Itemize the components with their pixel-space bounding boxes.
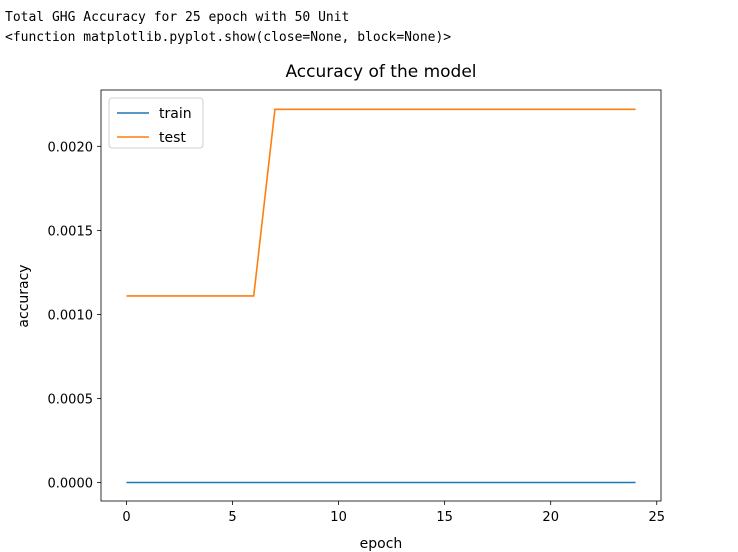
y-tick-label: 0.0020 xyxy=(48,140,94,155)
y-tick-label: 0.0010 xyxy=(48,308,94,323)
x-tick-label: 10 xyxy=(330,510,347,525)
output-text-function-repr: <function matplotlib.pyplot.show(close=N… xyxy=(5,30,452,45)
legend-label-train: train xyxy=(159,106,192,122)
series-line-test xyxy=(126,108,636,297)
chart-title: Accuracy of the model xyxy=(285,62,476,82)
x-tick-label: 20 xyxy=(542,510,559,525)
y-axis-label: accuracy xyxy=(16,264,32,327)
legend-label-test: test xyxy=(159,130,186,146)
x-tick-label: 15 xyxy=(436,510,453,525)
legend-box xyxy=(108,97,204,149)
x-axis-label: epoch xyxy=(360,536,403,552)
y-tick-label: 0.0005 xyxy=(48,392,94,407)
x-tick-label: 5 xyxy=(228,510,236,525)
output-text-accuracy-summary: Total GHG Accuracy for 25 epoch with 50 … xyxy=(5,10,350,25)
x-tick-label: 25 xyxy=(648,510,665,525)
y-tick-label: 0.0015 xyxy=(48,224,94,239)
accuracy-line-chart: 0 5 10 15 20 25 0.0000 0.0005 0.0010 0.0015 0.0020… xyxy=(16,62,665,552)
x-tick-label: 0 xyxy=(122,510,130,525)
y-tick-label: 0.0000 xyxy=(48,477,94,492)
